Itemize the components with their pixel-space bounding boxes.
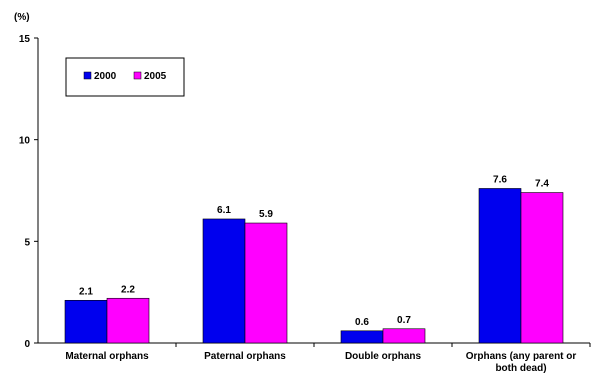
legend-swatch-2000 [83,71,92,80]
legend-swatch-2005 [133,71,142,80]
data-label: 0.7 [397,315,411,326]
bar-2000-0 [64,299,108,344]
data-labels: 2.1 2.2 6.1 5.9 0.6 0.7 7.6 7.4 [79,174,549,327]
x-axis [38,342,591,347]
legend-label-2000: 2000 [94,71,117,82]
bar-2005-3 [520,192,564,344]
data-label: 7.4 [535,179,549,190]
category-label: Orphans (any parent or [466,351,577,362]
category-label: Paternal orphans [204,351,286,362]
bar-2005-0 [106,297,150,344]
legend-box [65,57,185,97]
data-label: 5.9 [259,209,273,220]
category-label: both dead) [495,363,546,374]
data-label: 2.1 [79,286,93,297]
bar-2005-1 [244,222,288,344]
bar-2005-2 [382,328,426,344]
data-label: 7.6 [493,174,507,185]
bar-2000-1 [202,218,246,344]
y-tick-label: 5 [24,237,30,248]
data-label: 0.6 [355,317,369,328]
y-tick-label: 0 [24,339,30,350]
data-label: 2.2 [121,284,135,295]
legend: 2000 2005 [65,57,185,97]
category-label: Double orphans [345,351,422,362]
category-label: Maternal orphans [65,351,149,362]
category-labels: Maternal orphans Paternal orphans Double o… [65,351,576,374]
legend-label-2005: 2005 [144,71,167,82]
bars [64,188,564,344]
y-tick-label: 15 [19,34,31,45]
y-tick-label: 10 [19,136,31,147]
bar-2000-2 [340,330,384,344]
data-label: 6.1 [217,205,231,216]
y-unit-label: (%) [14,12,30,23]
y-axis: 0 5 10 15 [19,34,39,350]
bar-2000-3 [478,188,522,344]
